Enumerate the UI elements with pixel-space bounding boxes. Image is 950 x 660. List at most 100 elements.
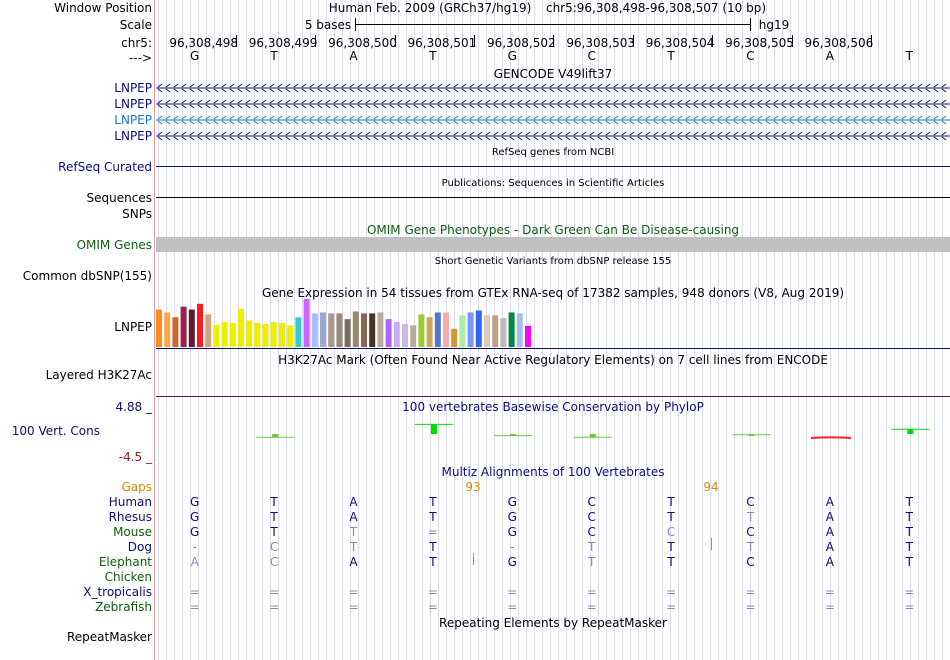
sequences-line[interactable] xyxy=(156,197,950,198)
gtex-tissue-bar[interactable] xyxy=(492,315,499,347)
species-label-mouse[interactable]: Mouse xyxy=(113,525,152,539)
gtex-tissue-bar[interactable] xyxy=(344,319,351,347)
species-label-rhesus[interactable]: Rhesus xyxy=(108,510,152,524)
species-label-elephant[interactable]: Elephant xyxy=(98,555,152,569)
conservation-label[interactable]: 100 Vert. Cons xyxy=(11,424,100,438)
h3k27ac-signal-baseline[interactable] xyxy=(156,396,950,397)
gencode-transcript-4[interactable] xyxy=(156,132,950,140)
gtex-tissue-bar[interactable] xyxy=(336,313,343,347)
gencode-transcript-3[interactable] xyxy=(156,116,950,124)
gencode-transcript-2[interactable] xyxy=(156,100,950,108)
gtex-tissue-bar[interactable] xyxy=(434,312,441,347)
gtex-tissue-bar[interactable] xyxy=(303,299,310,347)
gtex-tissue-bar[interactable] xyxy=(426,317,433,347)
gtex-tissue-bar[interactable] xyxy=(164,312,171,347)
gtex-tissue-bar[interactable] xyxy=(279,323,285,347)
species-label-chicken[interactable]: Chicken xyxy=(104,570,152,584)
gtex-tissue-bar[interactable] xyxy=(213,324,220,347)
gtex-tissue-bar[interactable] xyxy=(352,311,359,347)
species-label-dog[interactable]: Dog xyxy=(127,540,152,554)
gtex-tissue-bar[interactable] xyxy=(508,312,515,347)
gtex-tissue-bar[interactable] xyxy=(393,322,400,347)
phylop-bar[interactable] xyxy=(589,434,596,438)
gtex-tissue-bar[interactable] xyxy=(262,323,269,347)
gtex-tissue-bar[interactable] xyxy=(385,319,392,347)
gtex-tissue-bar[interactable] xyxy=(467,312,474,347)
phylop-bar[interactable] xyxy=(510,434,517,436)
gencode-transcript-1-label[interactable]: LNPEP xyxy=(114,81,152,95)
species-label-x_tropicalis[interactable]: X_tropicalis xyxy=(83,585,152,599)
repeatmasker-label[interactable]: RepeatMasker xyxy=(66,630,152,644)
ruler-base: T xyxy=(270,49,278,63)
gencode-transcript-4-label[interactable]: LNPEP xyxy=(114,129,152,143)
alignment-base: T xyxy=(588,540,596,554)
gtex-tissue-bar[interactable] xyxy=(410,325,417,347)
gtex-tissue-bar[interactable] xyxy=(246,320,253,347)
gtex-tissue-bar[interactable] xyxy=(475,310,482,347)
phylop-bar[interactable] xyxy=(430,424,437,434)
phylop-bar[interactable] xyxy=(272,434,279,438)
gtex-bar-chart[interactable] xyxy=(156,299,950,349)
gtex-tissue-bar[interactable] xyxy=(188,309,195,347)
gtex-tissue-bar[interactable] xyxy=(361,313,367,347)
gtex-tissue-bar[interactable] xyxy=(197,303,203,347)
sequences-label[interactable]: Sequences xyxy=(86,191,152,205)
alignment-base: T xyxy=(905,555,913,569)
gtex-tissue-bar[interactable] xyxy=(295,317,302,347)
gtex-tissue-bar[interactable] xyxy=(402,323,408,347)
gtex-tissue-bar[interactable] xyxy=(287,325,294,347)
gencode-transcript-2-label[interactable]: LNPEP xyxy=(114,97,152,111)
gtex-tissue-bar[interactable] xyxy=(229,323,236,347)
gtex-tissue-bar[interactable] xyxy=(172,317,179,347)
gtex-tissue-bar[interactable] xyxy=(443,312,449,347)
grid-line xyxy=(302,0,303,660)
gtex-tissue-bar[interactable] xyxy=(180,306,187,347)
alignment-base: T xyxy=(905,540,913,554)
species-label-zebrafish[interactable]: Zebrafish xyxy=(95,600,152,614)
gtex-gene-label[interactable]: LNPEP xyxy=(114,320,152,334)
grid-line xyxy=(886,0,887,660)
alignment-base: C xyxy=(269,540,279,554)
grid-line xyxy=(910,0,911,660)
refseq-label[interactable]: RefSeq Curated xyxy=(58,160,152,174)
omim-gene-bar[interactable] xyxy=(156,237,950,252)
publications-title: Publications: Sequences in Scientific Ar… xyxy=(441,178,665,189)
gtex-tissue-bar[interactable] xyxy=(270,322,277,347)
gtex-tissue-bar[interactable] xyxy=(525,325,531,347)
gtex-tissue-bar[interactable] xyxy=(459,315,466,347)
gtex-tissue-bar[interactable] xyxy=(156,309,162,347)
gencode-transcripts[interactable] xyxy=(156,80,950,144)
gtex-tissue-bar[interactable] xyxy=(205,314,212,347)
gtex-tissue-bar[interactable] xyxy=(484,315,490,347)
alignment-base: = xyxy=(269,600,280,614)
gtex-tissue-bar[interactable] xyxy=(516,313,523,347)
phylop-peak[interactable] xyxy=(810,436,851,439)
gtex-tissue-bar[interactable] xyxy=(320,312,326,347)
gtex-tissue-bar[interactable] xyxy=(418,314,425,347)
gtex-tissue-bar[interactable] xyxy=(238,308,244,347)
grid-line xyxy=(614,0,615,660)
alignment-base: A xyxy=(825,510,834,524)
gencode-transcript-1[interactable] xyxy=(156,84,950,92)
gtex-tissue-bar[interactable] xyxy=(377,312,384,347)
snps-label[interactable]: SNPs xyxy=(122,207,152,221)
omim-label[interactable]: OMIM Genes xyxy=(76,238,152,252)
gtex-tissue-bar[interactable] xyxy=(451,328,458,347)
gtex-tissue-bar[interactable] xyxy=(311,313,318,347)
refseq-gene-line[interactable] xyxy=(156,166,950,167)
common-dbsnp-label[interactable]: Common dbSNP(155) xyxy=(22,269,152,283)
h3k27ac-label[interactable]: Layered H3K27Ac xyxy=(45,368,152,382)
gtex-tissue-bar[interactable] xyxy=(369,313,376,347)
gtex-tissue-bar[interactable] xyxy=(254,323,261,347)
gaps-label[interactable]: Gaps xyxy=(121,480,152,494)
phylop-bar[interactable] xyxy=(907,429,914,434)
gtex-tissue-bar[interactable] xyxy=(328,313,335,347)
gtex-tissue-bar[interactable] xyxy=(500,318,507,347)
phylop-plot[interactable] xyxy=(156,412,950,462)
grid-line xyxy=(534,0,535,660)
phylop-bar[interactable] xyxy=(748,434,755,436)
alignment-base: = xyxy=(507,585,518,599)
species-label-human[interactable]: Human xyxy=(108,495,152,509)
gtex-tissue-bar[interactable] xyxy=(221,322,228,347)
gencode-transcript-3-label[interactable]: LNPEP xyxy=(114,113,152,127)
